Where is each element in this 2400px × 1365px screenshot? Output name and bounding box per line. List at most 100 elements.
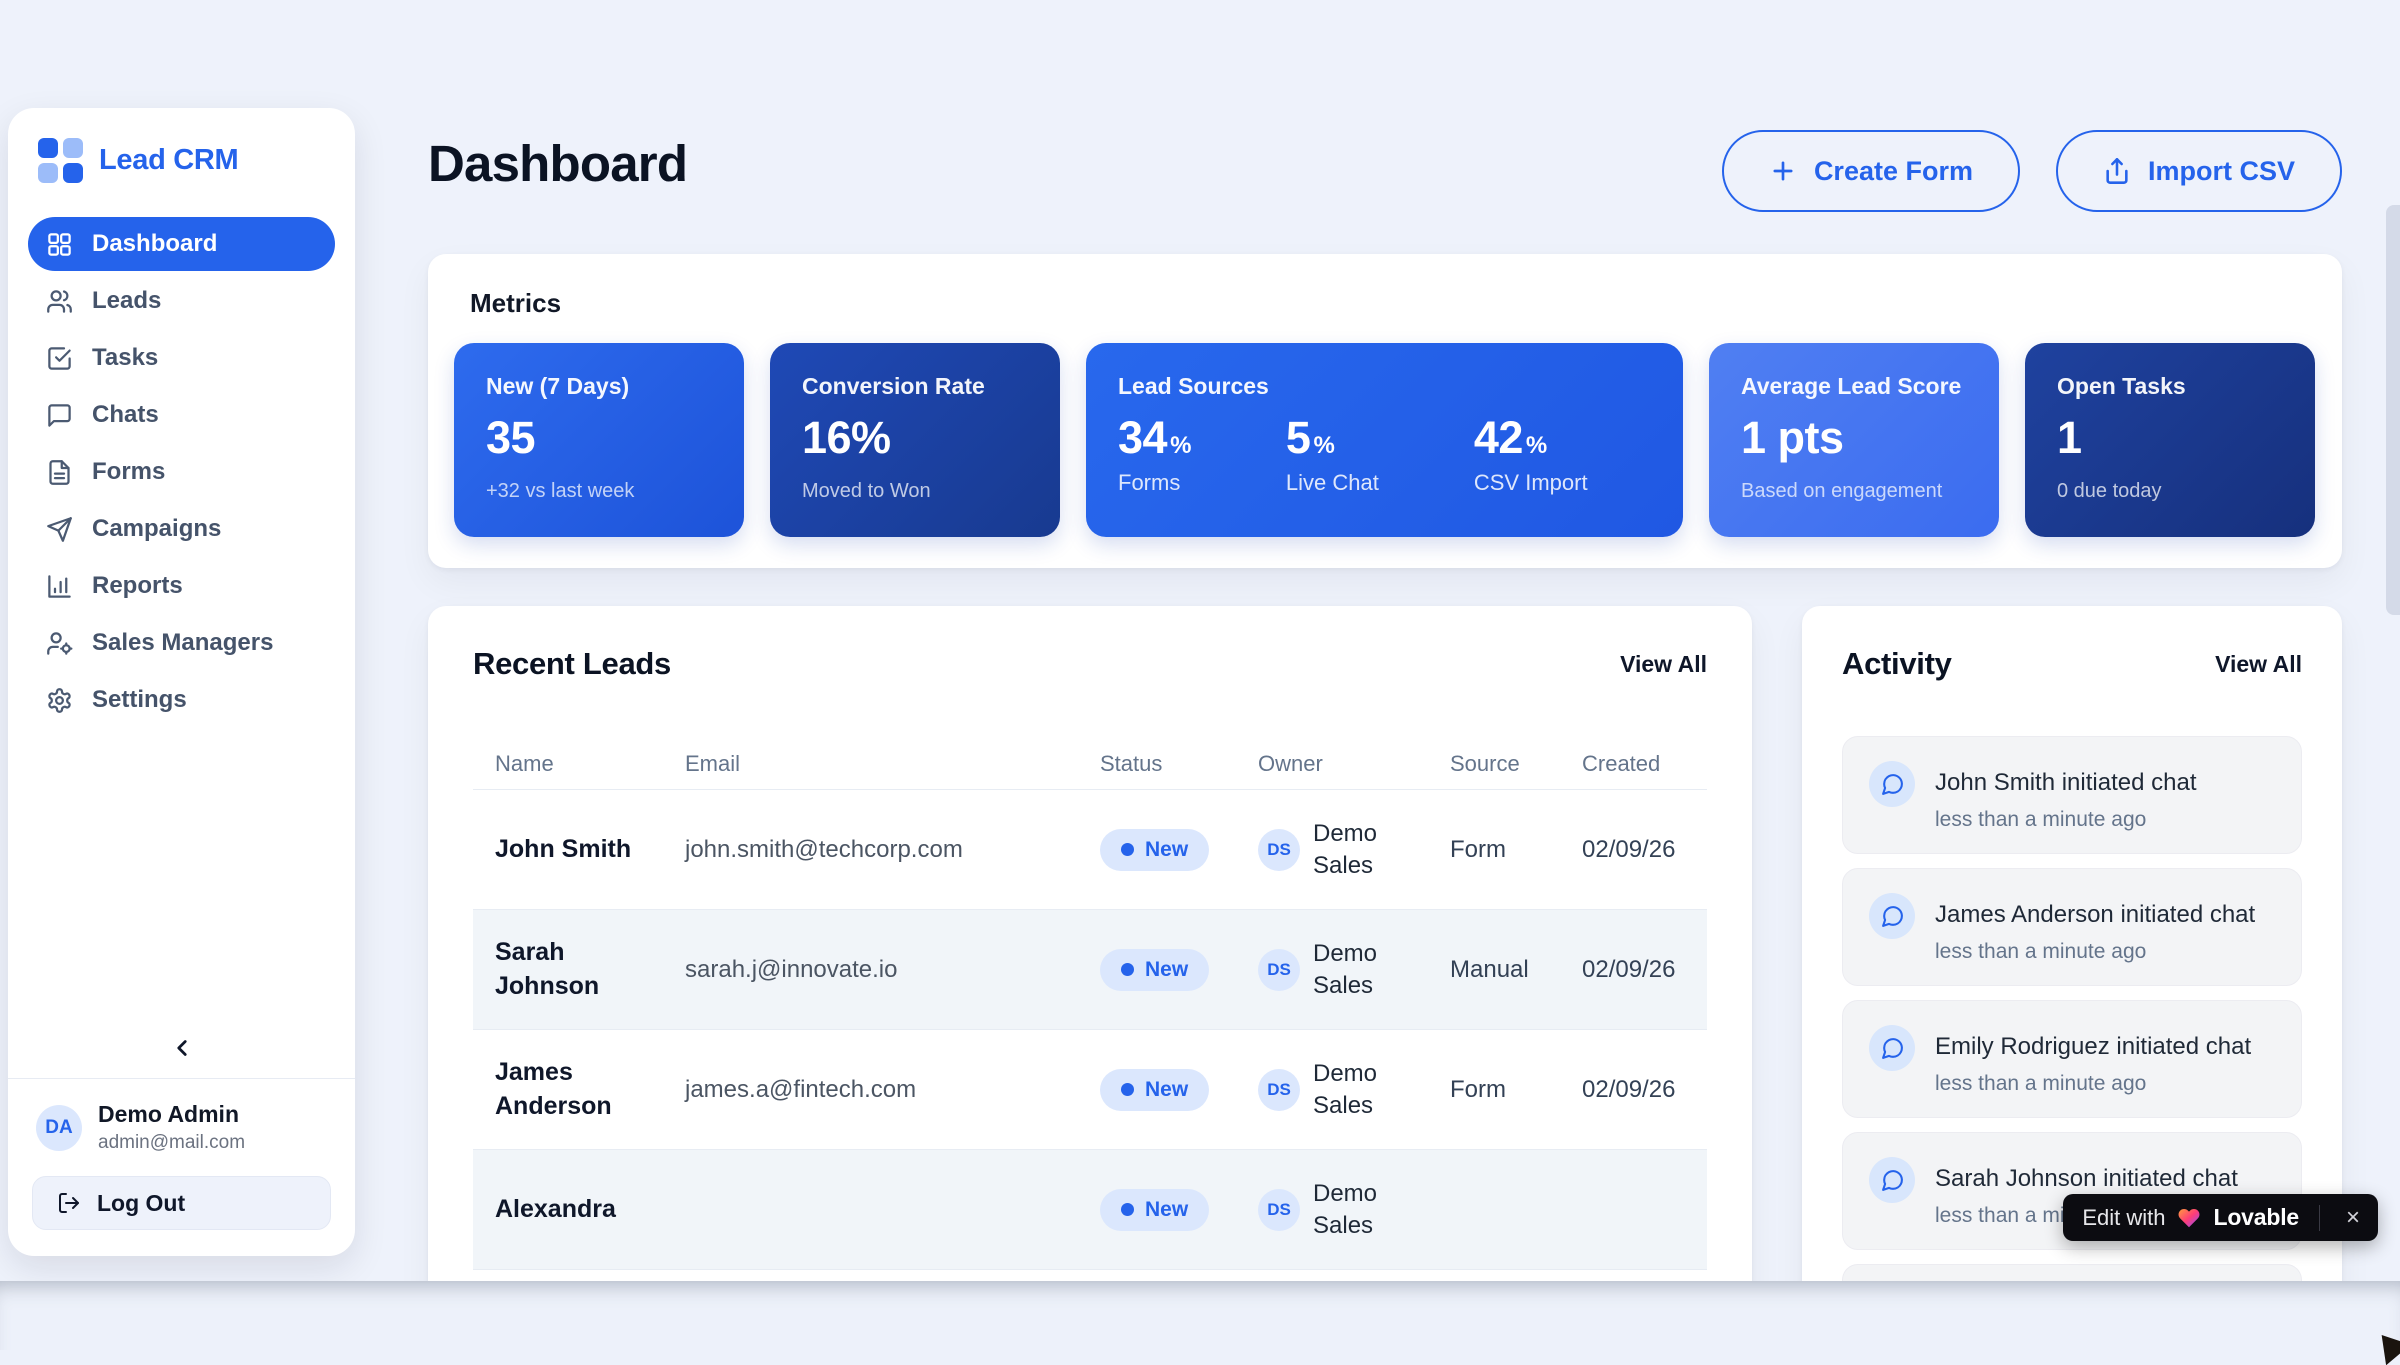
lovable-brand-label: Lovable	[2213, 1204, 2299, 1231]
upload-icon	[2103, 157, 2131, 185]
logout-label: Log Out	[97, 1190, 185, 1217]
metrics-cards: New (7 Days) 35 +32 vs last week Convers…	[454, 343, 2316, 537]
lovable-badge-divider	[2319, 1205, 2320, 1231]
metric-card: New (7 Days) 35 +32 vs last week	[454, 343, 744, 537]
nav-item-icon	[46, 459, 73, 486]
nav-item-label: Forms	[92, 458, 165, 486]
activity-panel: Activity View All John Smith initiated c…	[1802, 606, 2342, 1281]
lead-created: 02/09/26	[1582, 1076, 1685, 1104]
nav-item-icon	[46, 345, 73, 372]
metric-card: Open Tasks 1 0 due today	[2025, 343, 2315, 537]
column-header-email: Email	[685, 751, 1100, 777]
owner-avatar: DS	[1258, 829, 1300, 871]
lead-source: Form	[1450, 836, 1582, 864]
metric-subtext: 0 due today	[2057, 480, 2283, 503]
owner-avatar: DS	[1258, 1189, 1300, 1231]
lead-status-cell: New	[1100, 1189, 1258, 1231]
user-name: Demo Admin	[98, 1101, 245, 1129]
lead-status-cell: New	[1100, 1069, 1258, 1111]
sidebar: Lead CRM Dashboard Leads Tasks Chats	[8, 108, 355, 1256]
sidebar-nav-item[interactable]: Tasks	[28, 331, 335, 385]
desktop-background-band	[0, 1281, 2400, 1350]
leads-table-header: Name Email Status Owner Source Created	[473, 738, 1707, 790]
metric-value: 1	[2057, 412, 2283, 464]
lovable-badge-prefix: Edit with	[2082, 1205, 2165, 1231]
nav-item-label: Leads	[92, 287, 161, 315]
lead-table-row[interactable]: Alexandra New DS Demo Sales	[473, 1150, 1707, 1270]
status-badge: New	[1100, 1189, 1209, 1231]
nav-item-label: Tasks	[92, 344, 158, 372]
recent-leads-title: Recent Leads	[473, 646, 671, 682]
nav-item-label: Campaigns	[92, 515, 221, 543]
sidebar-nav-item[interactable]: Campaigns	[28, 502, 335, 556]
sidebar-nav-item[interactable]: Forms	[28, 445, 335, 499]
sidebar-nav-item[interactable]: Dashboard	[28, 217, 335, 271]
header-actions: Create Form Import CSV	[1722, 130, 2342, 212]
status-badge: New	[1100, 829, 1209, 871]
owner-avatar: DS	[1258, 949, 1300, 991]
owner-avatar: DS	[1258, 1069, 1300, 1111]
activity-item-title: Sarah Johnson initiated chat	[1935, 1157, 2238, 1194]
logout-button[interactable]: Log Out	[32, 1176, 331, 1230]
metric-label: Lead Sources	[1118, 373, 1651, 400]
lead-status-cell: New	[1100, 829, 1258, 871]
import-csv-button[interactable]: Import CSV	[2056, 130, 2342, 212]
metric-label: New (7 Days)	[486, 373, 712, 400]
lead-status-cell: New	[1100, 949, 1258, 991]
nav-item-icon	[46, 288, 73, 315]
lead-crm-logo-icon	[38, 138, 83, 183]
metric-card: Average Lead Score 1 pts Based on engage…	[1709, 343, 1999, 537]
lead-email: james.a@fintech.com	[685, 1076, 1100, 1104]
column-header-name: Name	[495, 751, 685, 777]
edit-with-lovable-badge[interactable]: Edit with Lovable ×	[2063, 1194, 2378, 1241]
chat-bubble-icon	[1869, 1025, 1915, 1071]
metrics-section-title: Metrics	[470, 288, 2316, 319]
brand: Lead CRM	[8, 108, 355, 205]
sidebar-nav: Dashboard Leads Tasks Chats Forms Campai…	[8, 205, 355, 727]
activity-item-time: less than a minute ago	[1935, 1072, 2251, 1096]
sidebar-nav-item[interactable]: Settings	[28, 673, 335, 727]
lovable-badge-close-icon[interactable]: ×	[2336, 1201, 2370, 1235]
lead-owner: DS Demo Sales	[1258, 938, 1450, 1000]
recent-leads-view-all-link[interactable]: View All	[1620, 651, 1707, 678]
nav-item-icon	[46, 231, 73, 258]
nav-item-icon	[46, 687, 73, 714]
activity-item-title: John Smith initiated chat	[1935, 761, 2196, 798]
sidebar-nav-item[interactable]: Chats	[28, 388, 335, 442]
nav-item-icon	[46, 630, 73, 657]
lead-created: 02/09/26	[1582, 956, 1685, 984]
activity-view-all-link[interactable]: View All	[2215, 651, 2302, 678]
brand-name: Lead CRM	[99, 144, 238, 177]
metric-stat: 42% CSV Import	[1474, 412, 1588, 496]
lead-source: Manual	[1450, 956, 1582, 984]
activity-item: Emily Rodriguez initiated chat less than…	[1842, 1000, 2302, 1118]
column-header-created: Created	[1582, 751, 1685, 777]
column-header-source: Source	[1450, 751, 1582, 777]
sidebar-nav-item[interactable]: Sales Managers	[28, 616, 335, 670]
lead-owner: DS Demo Sales	[1258, 818, 1450, 880]
lead-table-row[interactable]: Sarah Johnson sarah.j@innovate.io New DS…	[473, 910, 1707, 1030]
sidebar-nav-item[interactable]: Reports	[28, 559, 335, 613]
create-form-button[interactable]: Create Form	[1722, 130, 2020, 212]
logout-icon	[57, 1191, 81, 1215]
user-profile[interactable]: DA Demo Admin admin@mail.com	[8, 1079, 355, 1170]
chat-bubble-icon	[1869, 1157, 1915, 1203]
page-title: Dashboard	[428, 134, 687, 193]
lead-name: Alexandra	[495, 1193, 685, 1227]
lead-table-row[interactable]: John Smith john.smith@techcorp.com New D…	[473, 790, 1707, 910]
recent-leads-panel: Recent Leads View All Name Email Status …	[428, 606, 1752, 1281]
metrics-panel: Metrics New (7 Days) 35 +32 vs last week…	[428, 254, 2342, 568]
lead-table-row[interactable]: James Anderson james.a@fintech.com New D…	[473, 1030, 1707, 1150]
nav-item-label: Settings	[92, 686, 187, 714]
sidebar-collapse-button[interactable]	[150, 1026, 214, 1070]
vertical-scrollbar-thumb[interactable]	[2386, 205, 2400, 615]
metric-value: 35	[486, 412, 712, 464]
metric-value: 16%	[802, 412, 1028, 464]
metric-value: 1 pts	[1741, 412, 1967, 464]
column-header-status: Status	[1100, 751, 1258, 777]
nav-item-label: Reports	[92, 572, 183, 600]
lead-owner: DS Demo Sales	[1258, 1058, 1450, 1120]
nav-item-icon	[46, 573, 73, 600]
leads-table-body: John Smith john.smith@techcorp.com New D…	[473, 790, 1707, 1270]
sidebar-nav-item[interactable]: Leads	[28, 274, 335, 328]
